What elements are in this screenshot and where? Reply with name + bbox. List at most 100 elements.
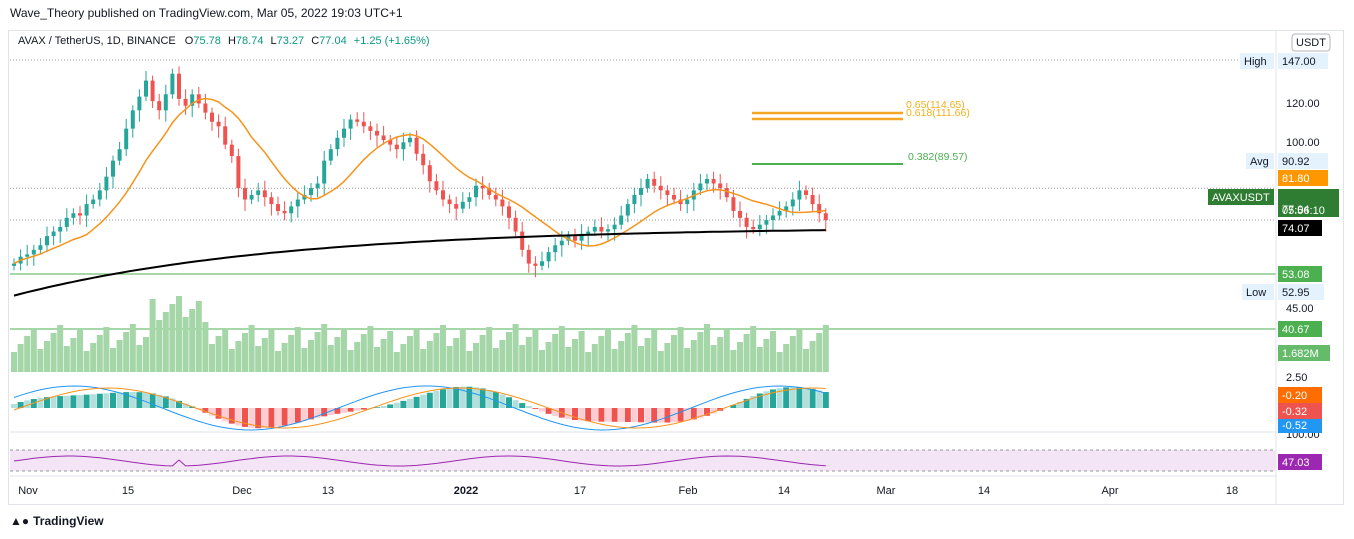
- avg-tag: Avg: [1250, 156, 1269, 168]
- macd-hist-tag-bg: [1278, 403, 1322, 419]
- low-tag: Low: [1246, 287, 1266, 299]
- macd-histogram-bar: [215, 408, 222, 419]
- candle-body: [493, 194, 498, 200]
- volume-value-tag: 1.682M: [1282, 348, 1319, 360]
- candle-body: [388, 140, 393, 145]
- candle-body: [137, 96, 142, 111]
- fib-level-label: 0.618(111.66): [906, 107, 970, 119]
- macd-histogram-bar: [228, 408, 235, 424]
- candle-body: [817, 204, 822, 214]
- macd-histogram-bar: [585, 408, 592, 422]
- macd-histogram-bar: [294, 408, 301, 423]
- candle-body: [592, 226, 597, 232]
- volume-bar: [321, 324, 328, 372]
- volume-bar: [598, 336, 605, 372]
- macd-histogram-bar: [690, 408, 697, 420]
- ma200-line: [13, 229, 826, 297]
- macd-histogram-bar: [407, 398, 413, 408]
- macd-histogram-bar: [308, 408, 314, 420]
- candle-body: [144, 80, 148, 97]
- volume-bar: [743, 334, 750, 372]
- low-label: L: [270, 35, 277, 47]
- tradingview-brand[interactable]: ▲● TradingView: [10, 514, 104, 528]
- volume-bar: [235, 341, 242, 372]
- macd-histogram-bar: [347, 408, 354, 412]
- time-tick-label: 14: [978, 485, 990, 497]
- volume-bar: [591, 344, 598, 372]
- symbol-title[interactable]: AVAX / TetherUS, 1D, BINANCE: [18, 35, 176, 47]
- macd-histogram-bar: [473, 387, 479, 408]
- volume-bar: [572, 339, 578, 372]
- macd-histogram-bar: [169, 398, 176, 408]
- fib-level-label: 0.382(89.57): [908, 151, 968, 163]
- macd-histogram-bar: [512, 400, 519, 408]
- volume-bar: [730, 350, 737, 372]
- avg-tag-bg: [1246, 153, 1274, 169]
- candle-body: [460, 201, 465, 209]
- macd-line-tag: -0.52: [1282, 420, 1307, 432]
- macd-histogram-bar: [710, 408, 717, 414]
- candle-body: [685, 199, 690, 205]
- candle-body: [97, 190, 102, 200]
- volume-bar: [182, 317, 189, 372]
- macd-histogram-bar: [816, 390, 823, 408]
- volume-bar: [684, 348, 691, 372]
- volume-bar: [70, 338, 77, 372]
- volume-bar: [420, 349, 427, 372]
- volume-bar: [156, 320, 163, 372]
- high-value: 78.74: [235, 35, 264, 47]
- macd-histogram-bar: [492, 392, 499, 408]
- macd-histogram-bar: [77, 395, 83, 408]
- candle-body: [190, 94, 195, 106]
- time-tick-label: Nov: [18, 485, 38, 497]
- volume-bar: [697, 332, 704, 372]
- macd-histogram-bar: [50, 396, 57, 408]
- candle-body: [823, 213, 828, 221]
- volume-bar: [519, 345, 526, 372]
- candle-body: [751, 226, 756, 230]
- volume-bar: [195, 301, 202, 372]
- volume-bar: [44, 341, 50, 372]
- candle-body: [408, 137, 412, 143]
- volume-bar: [486, 327, 493, 372]
- candle-body: [507, 206, 511, 218]
- low-value-tag: 52.95: [1282, 287, 1310, 299]
- volume-bar: [545, 342, 552, 372]
- change-value: +1.25 (+1.65%): [353, 35, 430, 47]
- candle-body: [381, 135, 386, 141]
- macd-histogram-bar: [783, 387, 790, 408]
- ma200-value-tag-bg: [1278, 220, 1322, 236]
- volume-bar: [57, 325, 64, 372]
- macd-histogram-bar: [440, 389, 446, 408]
- macd-histogram-bar: [591, 408, 598, 422]
- volume-bar: [90, 343, 97, 372]
- volume-bar: [638, 346, 644, 372]
- volume-bar: [275, 351, 281, 372]
- volume-bar: [77, 330, 83, 372]
- candle-body: [355, 119, 360, 122]
- volume-bar: [585, 352, 592, 372]
- close-value: 77.04: [319, 35, 347, 47]
- volume-bar: [261, 338, 268, 372]
- brand-name: TradingView: [33, 514, 104, 528]
- candle-body: [573, 236, 577, 241]
- currency-button[interactable]: [1291, 33, 1331, 52]
- macd-histogram-bar: [789, 387, 796, 408]
- macd-histogram-bar: [459, 386, 466, 408]
- candle-body: [619, 215, 624, 225]
- volume-bar: [50, 333, 57, 372]
- volume-bar: [215, 336, 222, 372]
- macd-histogram-bar: [730, 404, 737, 408]
- volume-bar: [228, 349, 235, 372]
- volume-bar: [301, 348, 308, 372]
- support-mid-tag-bg: [1278, 321, 1322, 337]
- volume-bar: [334, 337, 341, 372]
- volume-bar: [605, 328, 611, 372]
- macd-histogram-bar: [605, 408, 611, 422]
- macd-histogram-bar: [374, 407, 380, 408]
- macd-histogram-bar: [90, 394, 97, 408]
- publisher-caption: Wave_Theory published on TradingView.com…: [10, 6, 403, 20]
- macd-histogram-bar: [677, 408, 684, 422]
- candle-body: [777, 210, 782, 216]
